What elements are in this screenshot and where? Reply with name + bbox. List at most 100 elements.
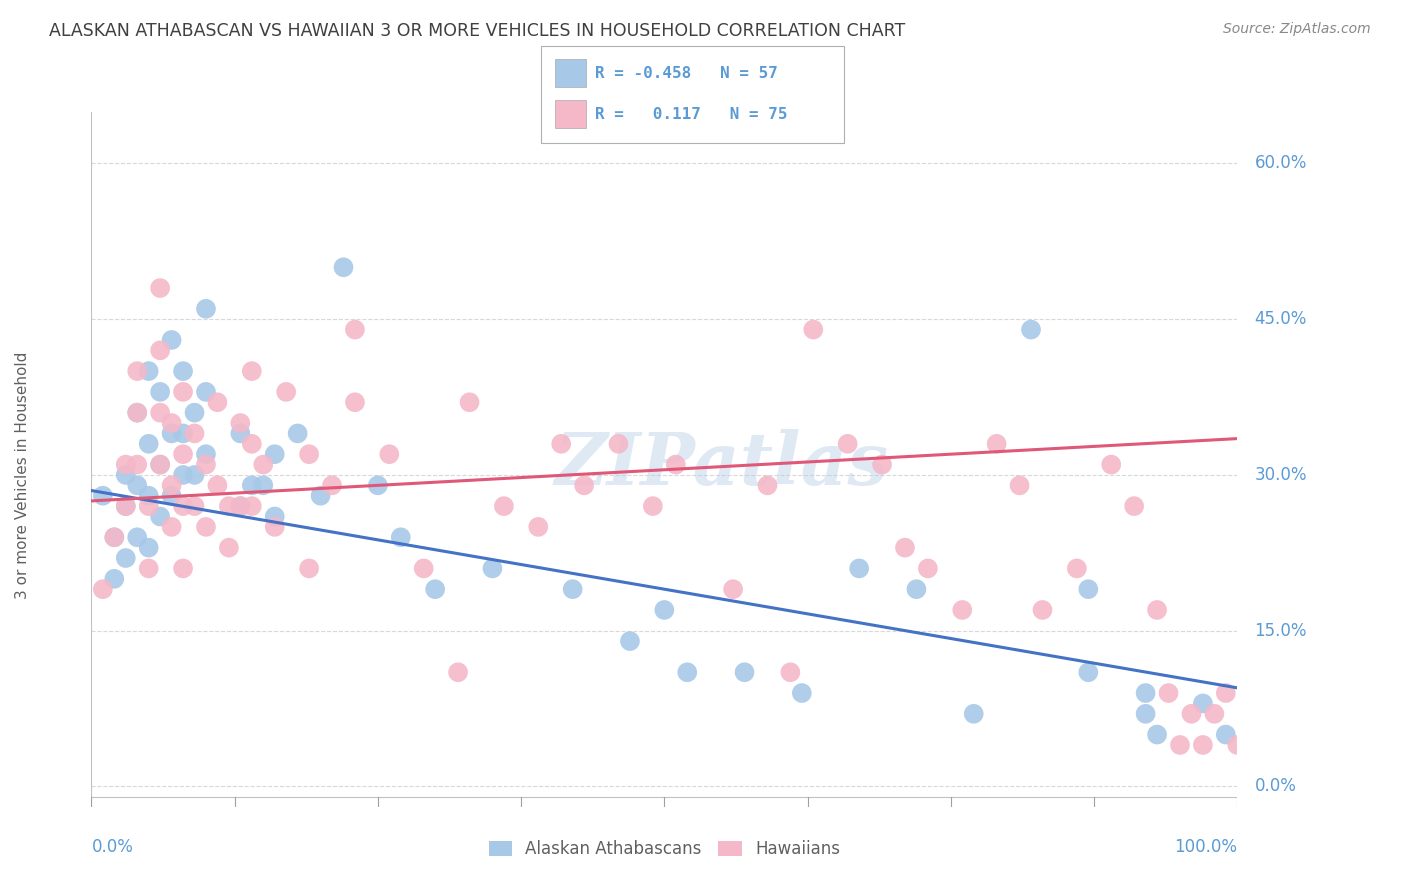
Point	[91, 489, 114, 503]
Point	[127, 458, 149, 472]
Point	[332, 260, 354, 275]
Point	[160, 416, 183, 430]
Point	[138, 437, 160, 451]
Point	[527, 520, 550, 534]
Point	[423, 582, 446, 597]
Point	[801, 322, 824, 336]
Point	[240, 437, 263, 451]
Point	[1077, 582, 1099, 597]
Point	[848, 561, 870, 575]
Point	[1135, 686, 1157, 700]
Text: ZIPatlas: ZIPatlas	[554, 429, 889, 500]
Point	[149, 343, 172, 358]
Point	[149, 384, 172, 399]
Point	[1192, 697, 1215, 711]
Point	[127, 406, 149, 420]
Point	[1215, 728, 1237, 742]
Point	[986, 437, 1008, 451]
Point	[894, 541, 917, 555]
Point	[367, 478, 389, 492]
Point	[870, 458, 893, 472]
Point	[1204, 706, 1226, 721]
Point	[103, 530, 125, 544]
Point	[561, 582, 583, 597]
Point	[378, 447, 401, 461]
Text: 45.0%: 45.0%	[1254, 310, 1306, 328]
Point	[194, 384, 217, 399]
Legend: Alaskan Athabascans, Hawaiians: Alaskan Athabascans, Hawaiians	[482, 834, 846, 865]
Point	[756, 478, 779, 492]
Point	[160, 333, 183, 347]
Point	[183, 426, 205, 441]
Point	[779, 665, 801, 680]
Point	[138, 541, 160, 555]
Point	[172, 499, 194, 513]
Point	[1077, 665, 1099, 680]
Point	[263, 447, 285, 461]
Point	[412, 561, 434, 575]
Text: 30.0%: 30.0%	[1254, 466, 1308, 484]
Point	[194, 520, 217, 534]
Point	[91, 582, 114, 597]
Point	[1008, 478, 1031, 492]
Point	[138, 561, 160, 575]
Point	[218, 541, 240, 555]
Point	[194, 447, 217, 461]
Point	[103, 572, 125, 586]
Point	[734, 665, 756, 680]
Point	[172, 561, 194, 575]
Point	[1123, 499, 1146, 513]
Point	[240, 499, 263, 513]
Point	[1215, 686, 1237, 700]
Point	[676, 665, 699, 680]
Text: 100.0%: 100.0%	[1174, 838, 1237, 856]
Point	[447, 665, 470, 680]
Point	[229, 416, 252, 430]
Point	[1019, 322, 1042, 336]
Point	[172, 384, 194, 399]
Point	[138, 499, 160, 513]
Point	[790, 686, 813, 700]
Point	[183, 499, 205, 513]
Point	[252, 458, 274, 472]
Point	[172, 426, 194, 441]
Point	[183, 467, 205, 482]
Point	[240, 364, 263, 378]
Point	[492, 499, 515, 513]
Point	[149, 458, 172, 472]
Point	[229, 426, 252, 441]
Point	[263, 509, 285, 524]
Point	[103, 530, 125, 544]
Point	[172, 467, 194, 482]
Point	[905, 582, 928, 597]
Text: 0.0%: 0.0%	[91, 838, 134, 856]
Point	[149, 458, 172, 472]
Point	[149, 509, 172, 524]
Text: R =   0.117   N = 75: R = 0.117 N = 75	[595, 107, 787, 121]
Point	[172, 447, 194, 461]
Point	[287, 426, 309, 441]
Point	[149, 406, 172, 420]
Point	[343, 395, 366, 409]
Point	[263, 520, 285, 534]
Point	[240, 478, 263, 492]
Point	[389, 530, 412, 544]
Point	[1146, 728, 1168, 742]
Point	[343, 322, 366, 336]
Point	[1066, 561, 1088, 575]
Point	[1180, 706, 1202, 721]
Point	[127, 406, 149, 420]
Point	[127, 478, 149, 492]
Point	[1146, 603, 1168, 617]
Point	[963, 706, 986, 721]
Point	[138, 364, 160, 378]
Text: Source: ZipAtlas.com: Source: ZipAtlas.com	[1223, 22, 1371, 37]
Point	[218, 499, 240, 513]
Point	[665, 458, 688, 472]
Point	[160, 478, 183, 492]
Text: 0.0%: 0.0%	[1254, 778, 1296, 796]
Point	[172, 364, 194, 378]
Point	[1226, 738, 1249, 752]
Point	[229, 499, 252, 513]
Point	[1192, 738, 1215, 752]
